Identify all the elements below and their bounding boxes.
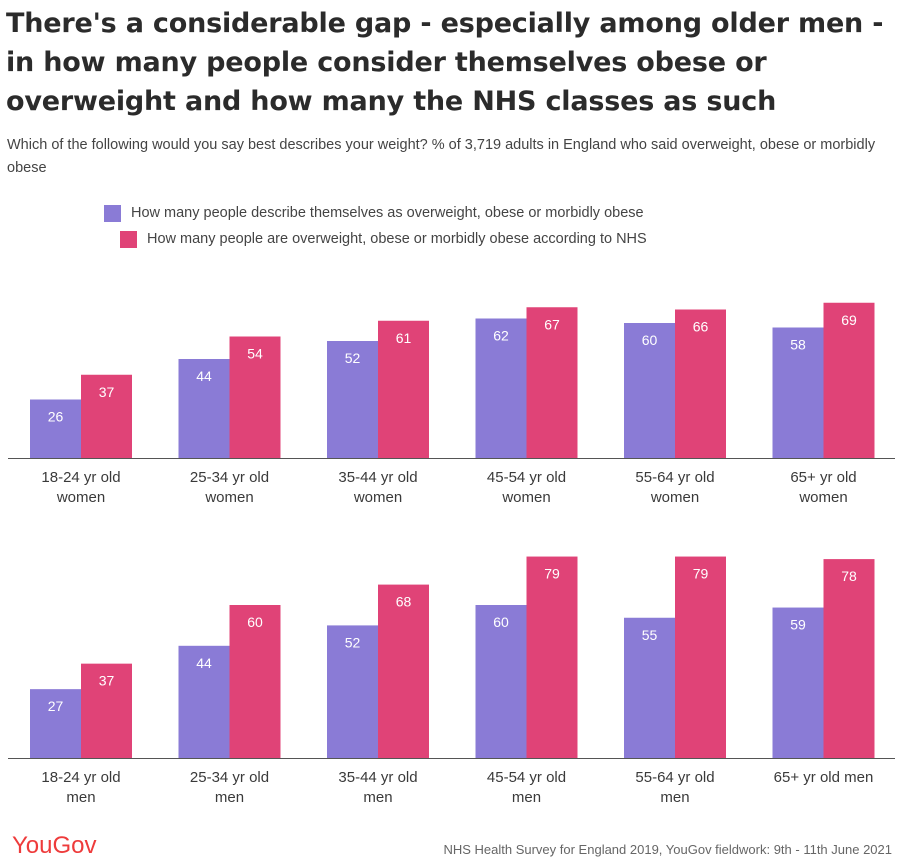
bar-self-described bbox=[30, 399, 81, 458]
chart-title: There's a considerable gap - especially … bbox=[6, 8, 884, 117]
chart-subtitle: Which of the following would you say bes… bbox=[7, 137, 876, 176]
bar-value-label: 37 bbox=[99, 384, 115, 400]
legend-swatch-nhs bbox=[120, 230, 137, 248]
bar-value-label: 26 bbox=[48, 409, 64, 425]
chart-panel-1: 26 37 18-24 yr old women 44 54 25-34 yr old wom… bbox=[8, 302, 895, 506]
bar-value-label: 60 bbox=[642, 332, 658, 348]
legend: How many people describe themselves as o… bbox=[104, 200, 647, 252]
chart-panel-2: 27 37 18-24 yr old men 44 60 25-34 yr old men 52… bbox=[8, 556, 895, 806]
category-label: 18-24 yr old men bbox=[41, 769, 120, 806]
bar-self-described bbox=[624, 323, 675, 458]
source-note: NHS Health Survey for England 2019, YouG… bbox=[443, 842, 892, 857]
bar-nhs bbox=[81, 374, 132, 458]
bar-value-label: 79 bbox=[544, 566, 560, 582]
bar-value-label: 44 bbox=[196, 655, 212, 671]
bar-nhs bbox=[378, 584, 429, 758]
category-label: 65+ yr old women bbox=[790, 469, 856, 506]
bar-value-label: 62 bbox=[493, 328, 509, 344]
category-label: 55-64 yr old women bbox=[635, 469, 714, 506]
category-label: 55-64 yr old men bbox=[635, 769, 714, 806]
bar-value-label: 69 bbox=[841, 312, 857, 328]
bar-nhs bbox=[229, 336, 281, 458]
bar-self-described bbox=[772, 327, 824, 458]
bar-value-label: 60 bbox=[493, 614, 509, 630]
bar-self-described bbox=[475, 605, 527, 758]
bar-nhs bbox=[823, 302, 875, 458]
bar-nhs bbox=[675, 556, 726, 758]
bar-self-described bbox=[178, 359, 230, 458]
category-label: 18-24 yr old women bbox=[41, 469, 120, 506]
bar-nhs bbox=[526, 307, 578, 458]
category-label: 65+ yr old men bbox=[774, 769, 874, 786]
bar-nhs bbox=[81, 663, 132, 758]
category-label: 35-44 yr old men bbox=[338, 769, 417, 806]
bar-value-label: 59 bbox=[790, 617, 806, 633]
bar-nhs bbox=[378, 320, 429, 458]
bar-value-label: 54 bbox=[247, 346, 263, 362]
category-label: 45-54 yr old women bbox=[487, 469, 566, 506]
bar-self-described bbox=[327, 341, 378, 458]
bar-value-label: 60 bbox=[247, 614, 263, 630]
bar-value-label: 44 bbox=[196, 368, 212, 384]
bar-self-described bbox=[178, 645, 230, 758]
bar-value-label: 55 bbox=[642, 627, 658, 643]
bar-self-described bbox=[772, 607, 824, 758]
bar-nhs bbox=[526, 556, 578, 758]
legend-swatch-self-described bbox=[104, 204, 121, 222]
bar-value-label: 58 bbox=[790, 337, 806, 353]
bar-value-label: 68 bbox=[396, 594, 412, 610]
bar-value-label: 78 bbox=[841, 568, 857, 584]
bar-self-described bbox=[624, 617, 675, 758]
legend-label-nhs: How many people are overweight, obese or… bbox=[147, 231, 647, 247]
category-label: 25-34 yr old women bbox=[190, 469, 269, 506]
bar-value-label: 66 bbox=[693, 319, 709, 335]
legend-item-self-described: How many people describe themselves as o… bbox=[104, 200, 647, 226]
bar-value-label: 52 bbox=[345, 350, 361, 366]
bar-value-label: 27 bbox=[48, 698, 64, 714]
bar-self-described bbox=[30, 689, 81, 758]
bar-self-described bbox=[327, 625, 378, 758]
bar-value-label: 37 bbox=[99, 673, 115, 689]
bar-value-label: 79 bbox=[693, 566, 709, 582]
bar-nhs bbox=[675, 309, 726, 458]
category-label: 45-54 yr old men bbox=[487, 769, 566, 806]
bar-nhs bbox=[229, 605, 281, 758]
bar-self-described bbox=[475, 318, 527, 458]
bar-value-label: 61 bbox=[396, 330, 412, 346]
yougov-logo: YouGov bbox=[12, 832, 97, 859]
category-label: 25-34 yr old men bbox=[190, 769, 269, 806]
category-label: 35-44 yr old women bbox=[338, 469, 417, 506]
bar-nhs bbox=[823, 559, 875, 758]
bar-value-label: 67 bbox=[544, 316, 560, 332]
bar-value-label: 52 bbox=[345, 634, 361, 650]
legend-label-self-described: How many people describe themselves as o… bbox=[131, 205, 644, 221]
legend-item-nhs: How many people are overweight, obese or… bbox=[120, 226, 647, 252]
